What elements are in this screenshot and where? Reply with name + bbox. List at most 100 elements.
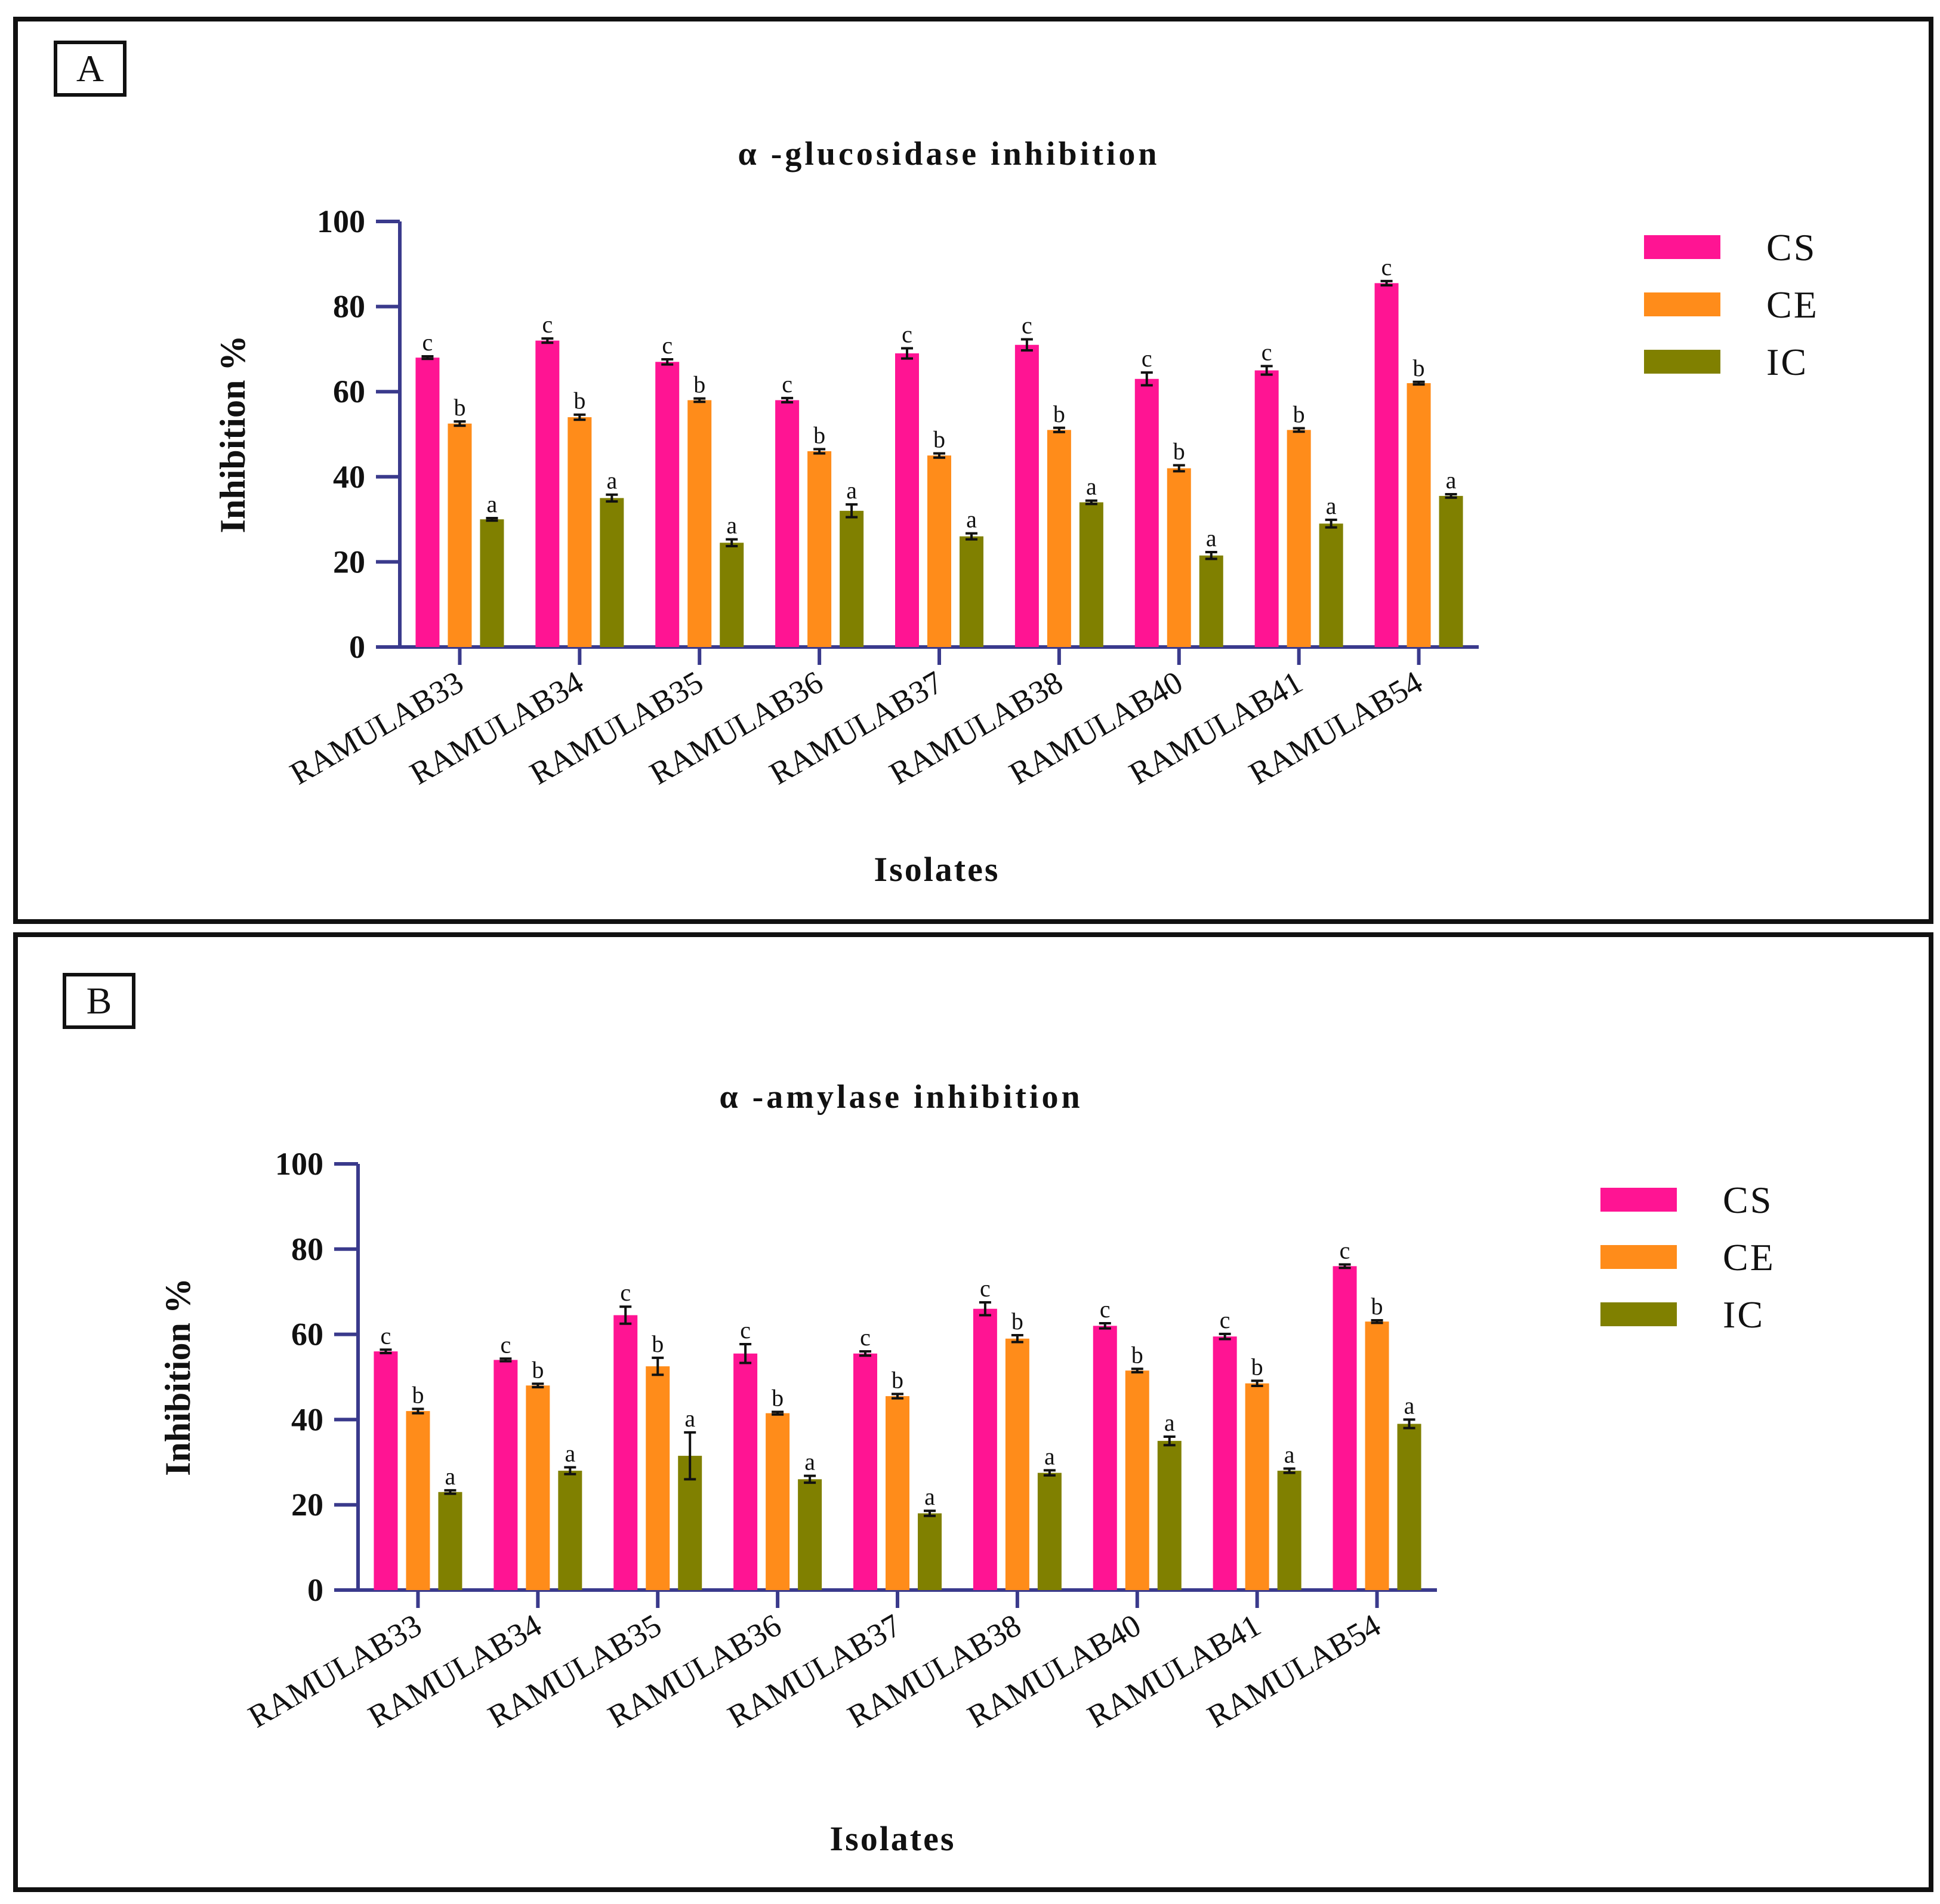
bar-cs [1093, 1326, 1117, 1590]
significance-letter: c [1220, 1307, 1230, 1333]
bar-ce [766, 1413, 790, 1590]
y-tick-label: 60 [291, 1317, 323, 1352]
significance-letter: b [1251, 1353, 1263, 1380]
x-axis-label: Isolates [874, 850, 1000, 889]
bar-cs [1333, 1266, 1357, 1590]
bar-cs [853, 1353, 877, 1590]
bar-ce [886, 1396, 909, 1590]
bar-ic [798, 1479, 822, 1590]
y-tick-label: 60 [333, 374, 365, 409]
significance-letter: a [1326, 492, 1337, 519]
significance-letter: b [1371, 1293, 1383, 1320]
significance-letter: a [1404, 1392, 1415, 1419]
legend-swatch-cs [1644, 235, 1720, 259]
bar-ce [1047, 430, 1071, 647]
significance-letter: b [1413, 355, 1425, 381]
significance-letter: a [1164, 1409, 1175, 1436]
significance-letter: c [902, 321, 912, 347]
legend-swatch-ic [1600, 1302, 1677, 1326]
bar-ic [1277, 1471, 1301, 1590]
bar-ce [927, 455, 951, 647]
y-tick-label: 20 [333, 544, 365, 580]
bar-ce [1167, 468, 1191, 647]
bar-ce [687, 400, 712, 647]
significance-letter: c [1340, 1237, 1350, 1264]
bar-cs [1213, 1336, 1237, 1590]
significance-letter: a [487, 491, 498, 517]
significance-letter: a [846, 477, 857, 504]
significance-letter: b [933, 426, 945, 453]
bar-ic [438, 1492, 462, 1590]
bar-ic [558, 1471, 582, 1590]
bar-ce [1005, 1338, 1029, 1590]
bar-ic [840, 510, 864, 647]
chart-a-glucosidase: α -glucosidase inhibition 0 20 40 60 80 100 Inh… [213, 135, 1817, 889]
bar-cs [1014, 344, 1039, 647]
bar-ce [1365, 1321, 1389, 1590]
bar-cs [1374, 283, 1399, 647]
y-tick-label: 100 [317, 204, 365, 239]
significance-letter: b [772, 1385, 784, 1412]
x-axis-label: Isolates [830, 1819, 956, 1858]
significance-letter: a [1446, 467, 1457, 494]
bar-ce [448, 423, 472, 647]
bar-cs [374, 1351, 398, 1590]
significance-letter: b [813, 421, 825, 448]
y-axis-label: Inhibition % [213, 335, 252, 534]
significance-letter: a [1044, 1443, 1055, 1469]
bar-cs [1134, 378, 1159, 647]
bar-cs [535, 340, 560, 647]
bar-ce [1245, 1383, 1269, 1590]
significance-letter: a [966, 506, 977, 533]
legend-label-cs: CS [1723, 1179, 1773, 1221]
significance-letter: c [860, 1324, 871, 1351]
y-tick-label: 100 [275, 1146, 323, 1182]
significance-letter: a [606, 467, 617, 494]
panel-b: B α -amylase inhibition 0 20 40 60 80 100 Inhib… [13, 932, 1933, 1892]
significance-letter: c [1022, 312, 1032, 339]
significance-letter: a [1206, 525, 1217, 552]
bar-cs [415, 358, 440, 647]
significance-letter: a [684, 1405, 695, 1432]
bar-ic [1319, 523, 1343, 647]
bar-cs [973, 1308, 997, 1590]
significance-letter: a [924, 1483, 935, 1510]
y-tick-label: 40 [333, 459, 365, 495]
bar-ic [960, 536, 983, 647]
bar-cs [733, 1353, 758, 1590]
significance-letter: c [1381, 254, 1392, 281]
y-tick-label: 0 [307, 1572, 323, 1608]
significance-letter: a [565, 1440, 575, 1466]
significance-letter: a [445, 1463, 456, 1490]
bar-ic [1157, 1441, 1182, 1590]
bar-cs [1254, 370, 1279, 647]
bar-ce [807, 451, 832, 647]
significance-letter: c [620, 1279, 631, 1306]
significance-letter: b [1173, 438, 1185, 465]
bar-ce [567, 417, 592, 647]
significance-letter: b [412, 1382, 424, 1409]
significance-letter: b [454, 394, 465, 421]
bar-ic [720, 543, 744, 647]
panel-label-b: B [63, 973, 135, 1029]
significance-letter: c [1100, 1296, 1111, 1323]
significance-letter: b [532, 1356, 544, 1383]
significance-letter: a [1284, 1441, 1295, 1468]
significance-letter: c [500, 1331, 511, 1358]
significance-letter: c [782, 371, 792, 398]
y-tick-label: 80 [333, 289, 365, 325]
significance-letter: b [892, 1367, 903, 1394]
significance-letter: b [1011, 1308, 1023, 1335]
y-tick-label: 0 [349, 629, 365, 665]
legend-label-ic: IC [1766, 341, 1808, 383]
significance-letter: c [662, 332, 673, 359]
bar-ce [526, 1385, 550, 1590]
significance-letter: c [980, 1275, 991, 1302]
legend-swatch-cs [1600, 1188, 1677, 1212]
bar-cs [655, 362, 680, 647]
significance-letter: a [804, 1449, 815, 1475]
legend-label-ic: IC [1723, 1293, 1765, 1336]
bar-cs [613, 1315, 638, 1590]
significance-letter: a [1086, 473, 1097, 500]
significance-letter: b [1293, 401, 1305, 428]
